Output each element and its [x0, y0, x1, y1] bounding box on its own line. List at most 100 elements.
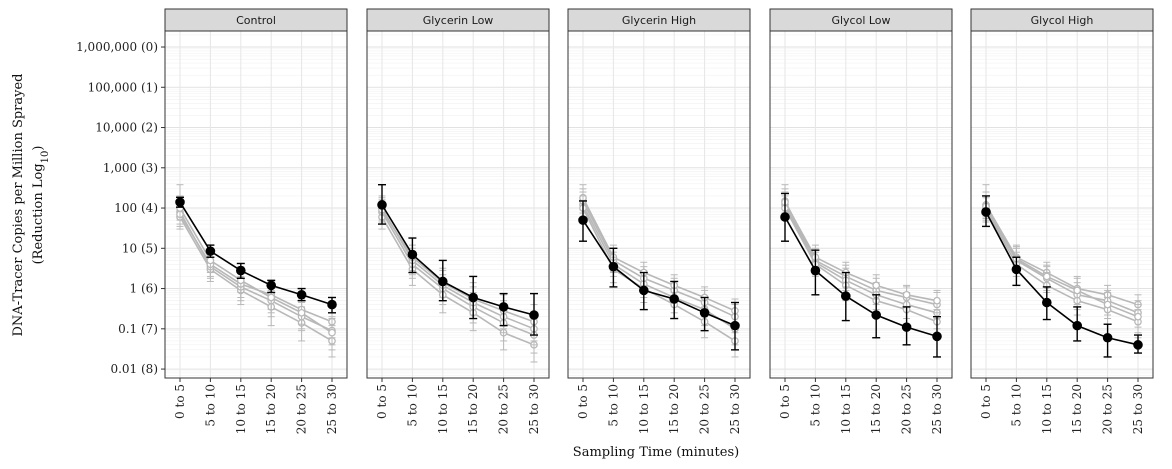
x-tick-label: 15 to 20 [869, 384, 883, 434]
data-point [1133, 340, 1143, 350]
y-axis: 1,000,000 (0) 100,000 (1) 10,000 (2) 1,000 … [76, 40, 165, 376]
data-point [902, 290, 911, 299]
y-tick-label: 0.01 (8) [110, 362, 158, 376]
x-tick-label: 20 to 25 [295, 384, 309, 434]
panel-background [165, 31, 347, 378]
panels-layer: Control 0 to 5 5 to 10 10 to 15 15 to 20 20 t… [164, 8, 1154, 434]
x-tick-label: 5 to 10 [203, 384, 217, 427]
data-point [578, 215, 588, 225]
panel-border [366, 30, 550, 379]
series-line [179, 216, 333, 342]
x-tick-label: 0 to 5 [173, 384, 187, 419]
facet-title: Glycerin Low [423, 14, 494, 27]
series-line [381, 204, 535, 316]
series-line [985, 209, 1139, 323]
data-point [236, 265, 246, 276]
data-point [266, 280, 277, 291]
x-tick-label: 25 to 30 [728, 384, 742, 434]
x-tick-label: 15 to 20 [667, 384, 681, 434]
series-line [179, 207, 333, 334]
series-line [381, 211, 535, 336]
panel-border [769, 30, 953, 379]
y-axis-title-suffix: ) [31, 146, 46, 151]
data-point [841, 291, 851, 301]
data-point [932, 331, 942, 342]
x-tick-label: 15 to 20 [1070, 384, 1084, 434]
data-point [175, 197, 185, 207]
series-line [582, 197, 736, 312]
x-tick-label: 0 to 5 [979, 384, 993, 419]
series-line [381, 209, 535, 323]
series-line [179, 201, 333, 306]
series-line [381, 207, 535, 330]
y-axis-title-prefix: (Reduction Log [31, 163, 46, 264]
panel-background [971, 31, 1153, 378]
x-tick-label: 15 to 20 [264, 384, 278, 434]
panel-background [568, 31, 750, 378]
x-tick-label: 10 to 15 [839, 384, 853, 434]
facet-title: Glycerin High [622, 14, 696, 27]
x-tick-label: 10 to 15 [637, 384, 651, 434]
y-axis-title-subscript: 10 [40, 151, 51, 164]
series-line [784, 204, 938, 314]
data-point [327, 299, 337, 310]
data-point [730, 320, 740, 331]
data-point [1134, 312, 1142, 321]
y-tick-label: 1,000,000 (0) [76, 40, 158, 54]
x-tick-label: 10 to 15 [436, 384, 450, 434]
data-point [1073, 286, 1082, 295]
panel-background [770, 31, 952, 378]
background-series [781, 184, 941, 314]
x-tick-label: 15 to 20 [466, 384, 480, 434]
highlighted-series [780, 192, 942, 358]
data-point [1072, 320, 1082, 331]
y-tick-label: 100 (4) [114, 201, 158, 215]
y-tick-label: 1,000 (3) [103, 161, 158, 175]
data-point [1103, 300, 1112, 309]
series-line [381, 216, 535, 346]
series-line [179, 211, 333, 332]
data-point [1042, 297, 1052, 308]
x-tick-label: 5 to 10 [1009, 384, 1023, 427]
data-point [407, 249, 418, 260]
data-point [328, 328, 336, 337]
facet-title: Control [236, 14, 276, 27]
panel-border [164, 30, 348, 379]
data-point [1102, 332, 1113, 343]
data-point [468, 292, 479, 303]
panel-border [970, 30, 1154, 379]
series-line [582, 204, 736, 330]
series-line [985, 207, 1139, 314]
x-tick-label: 25 to 30 [325, 384, 339, 434]
facet-panel: Glycol Low 0 to 5 5 to 10 10 to 15 15 to 20 2… [769, 8, 953, 434]
data-point [901, 322, 912, 332]
series-line [582, 219, 736, 327]
y-axis-title: DNA-Tracer Copies per Million Sprayed [11, 73, 26, 336]
data-point [377, 200, 387, 210]
x-tick-label: 5 to 10 [606, 384, 620, 427]
x-tick-label: 0 to 5 [375, 384, 389, 419]
series-line [582, 200, 736, 318]
data-point [780, 212, 790, 222]
panel-border [567, 30, 751, 379]
x-tick-label: 0 to 5 [576, 384, 590, 419]
facet-panel: Glycerin High 0 to 5 5 to 10 10 to 15 15 to … [567, 8, 751, 434]
data-point [699, 307, 710, 318]
panel-background [367, 31, 549, 378]
data-point [297, 308, 306, 317]
y-tick-label: 10,000 (2) [95, 121, 158, 135]
data-point [1011, 264, 1022, 275]
series-line [784, 216, 938, 338]
series-line [784, 201, 938, 302]
data-point [1042, 272, 1051, 281]
data-point [981, 207, 991, 217]
data-point [933, 296, 941, 305]
y-tick-label: 0.1 (7) [118, 322, 158, 336]
highlighted-series [578, 200, 740, 351]
x-tick-label: 10 to 15 [234, 384, 248, 434]
x-tick-label: 5 to 10 [808, 384, 822, 427]
x-tick-label: 10 to 15 [1040, 384, 1054, 434]
facet-title: Glycol High [1031, 14, 1094, 27]
facet-title: Glycol Low [831, 14, 890, 27]
